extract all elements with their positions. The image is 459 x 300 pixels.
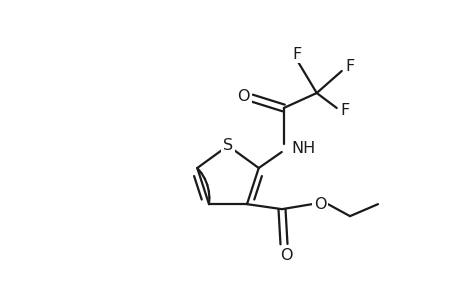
Text: NH: NH (291, 140, 315, 155)
Text: S: S (223, 138, 233, 153)
Text: F: F (339, 103, 348, 118)
Text: O: O (237, 88, 249, 104)
Text: F: F (344, 58, 353, 74)
Text: O: O (279, 248, 291, 263)
Text: O: O (313, 197, 325, 212)
Text: F: F (291, 46, 301, 62)
